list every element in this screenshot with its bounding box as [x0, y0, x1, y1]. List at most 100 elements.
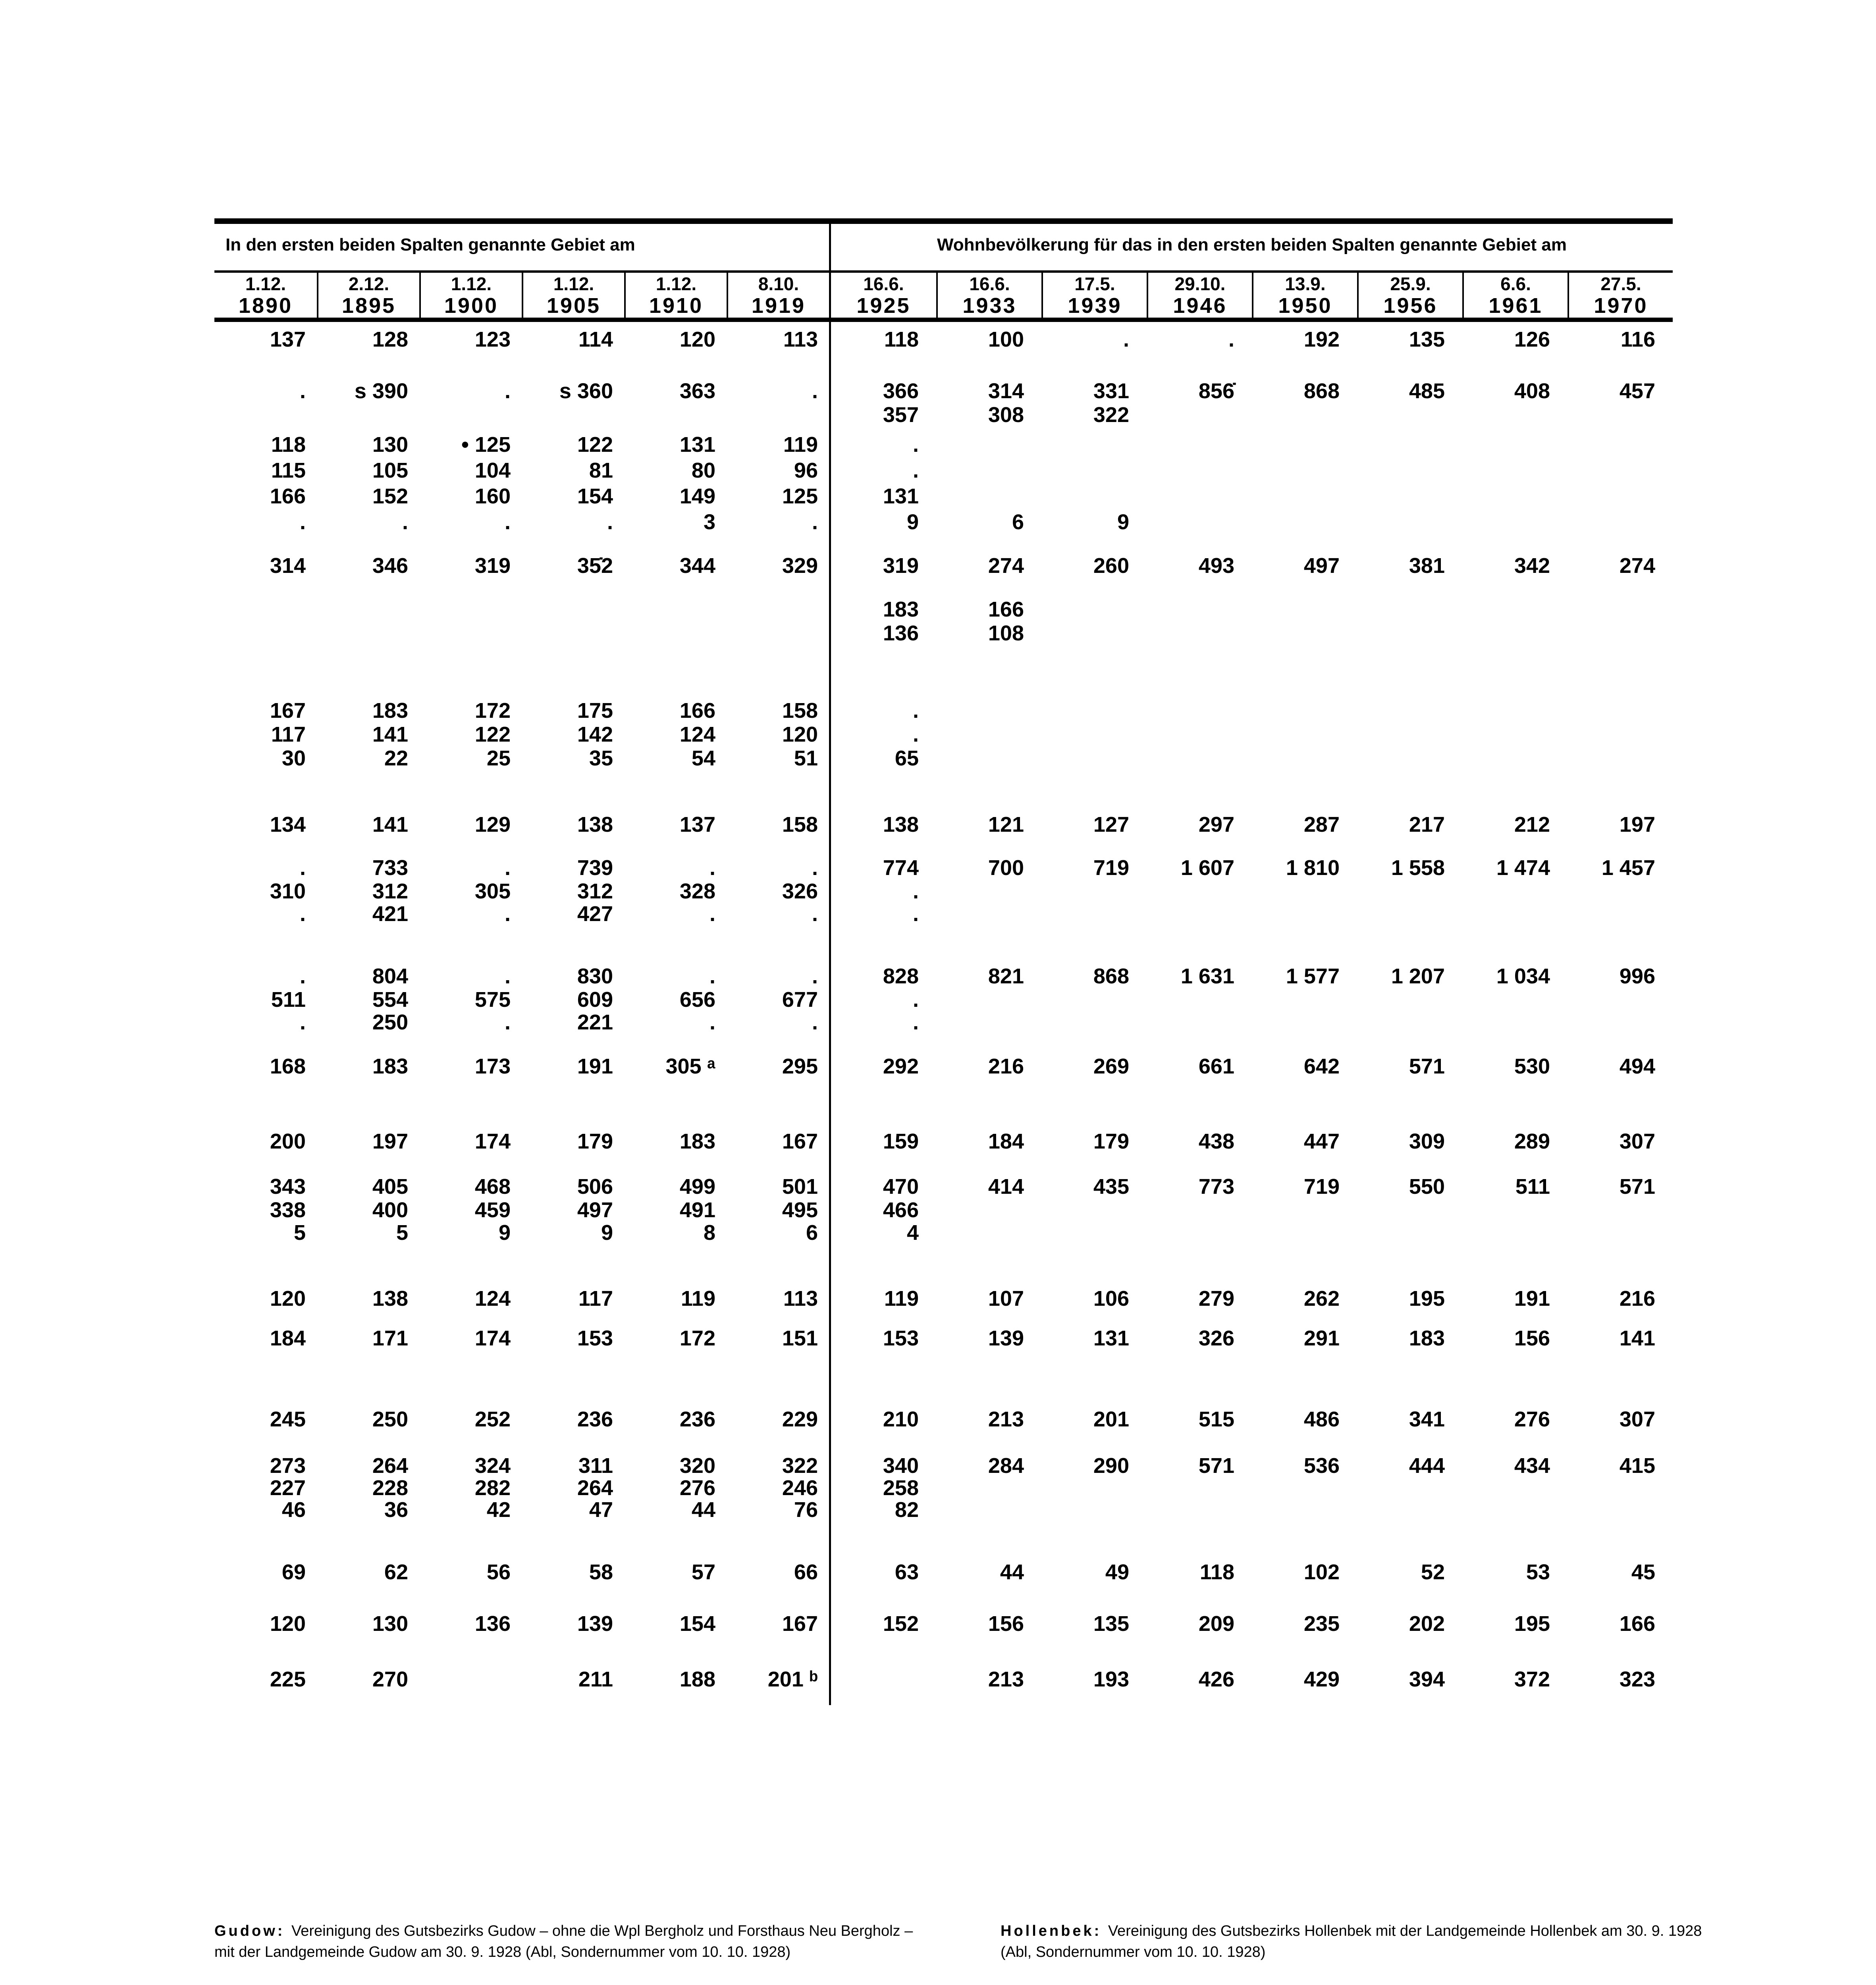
- header-column-1950: 13.9. 1950: [1252, 273, 1357, 318]
- table-cell: 130: [372, 433, 408, 457]
- table-cell: 571: [1409, 1054, 1445, 1078]
- header-year: 1939: [1068, 294, 1122, 318]
- table-cell: [1147, 485, 1252, 508]
- table-cell: [1252, 598, 1357, 621]
- table-cell: [1147, 511, 1252, 534]
- table-cell: [1041, 1221, 1147, 1244]
- header-date: 16.6.: [863, 274, 904, 294]
- table-cell: .: [912, 879, 919, 903]
- table-cell: .: [812, 1010, 818, 1034]
- table-cell: 166: [1619, 1612, 1655, 1636]
- table-row: 183 166: [214, 598, 1673, 621]
- table-cell: 58: [589, 1560, 613, 1584]
- table-cell: 121: [988, 813, 1024, 836]
- table-cell: 183: [372, 699, 408, 723]
- table-cell: [1147, 1476, 1252, 1499]
- table-cell: 122: [577, 433, 613, 457]
- table-cell: 47: [589, 1498, 613, 1522]
- table-cell: 136: [474, 1612, 511, 1636]
- table-cell: 124: [679, 723, 715, 746]
- table-cell: 307: [1619, 1407, 1655, 1431]
- table-cell: 6: [806, 1221, 818, 1245]
- table-row: 30 22 25 35 54 51 65: [214, 747, 1673, 770]
- table-cell: [1147, 433, 1252, 456]
- table-cell: [1147, 902, 1252, 925]
- table-cell: 414: [988, 1175, 1024, 1199]
- header-date: 1.12.: [451, 274, 492, 294]
- table-cell: [1147, 1011, 1252, 1034]
- table-cell: 550: [1409, 1175, 1445, 1199]
- table-row: 115 105 104 81 80 96.: [214, 459, 1673, 482]
- table-cell: [1462, 747, 1568, 770]
- table-cell: 677: [782, 988, 818, 1012]
- table-cell: 719: [1093, 856, 1129, 880]
- header-year: 1970: [1594, 294, 1648, 318]
- table-cell: 9: [601, 1221, 613, 1245]
- table-cell: 42: [486, 1498, 511, 1522]
- table-cell: [1462, 403, 1568, 426]
- table-cell: 700: [988, 856, 1024, 880]
- table-cell: 6: [1012, 510, 1024, 534]
- table-cell: 129: [474, 813, 511, 836]
- table-cell: 201: [1093, 1407, 1129, 1431]
- table-cell: 229: [782, 1407, 818, 1431]
- table-row: 225 270 211 188 201 ᵇ 213 193 426 429 394 372 323: [214, 1668, 1673, 1691]
- table-cell: [936, 1498, 1041, 1521]
- footnote-text: Vereinigung des Gutsbezirks Hollenbek mi…: [1001, 1923, 1702, 1960]
- table-cell: [1568, 1498, 1673, 1521]
- header-column-1895: 2.12. 1895: [317, 273, 419, 318]
- table-row: 227 228 282 264 276 246 258: [214, 1476, 1673, 1499]
- table-cell: [1147, 1498, 1252, 1521]
- footnote-term: Hollenbek:: [1001, 1923, 1108, 1939]
- table-cell: [936, 988, 1041, 1011]
- table-row: . 421. 427...: [214, 902, 1673, 925]
- table-cell: 366: [883, 379, 919, 403]
- table-cell: 276: [1514, 1407, 1550, 1431]
- header-year: 1905: [546, 294, 601, 318]
- table-cell: 195: [1514, 1612, 1550, 1636]
- table-cell: .: [812, 902, 818, 926]
- table-row: . 804. 830.. 828 821 868 1 631 1 577 1 207 1 034 9…: [214, 965, 1673, 988]
- table-cell: 183: [372, 1054, 408, 1078]
- table-row: 273 264 324 311 320 322 340 284 290 571 536 444 434 4…: [214, 1454, 1673, 1477]
- table-cell: 119: [884, 1287, 919, 1310]
- table-cell: 22: [384, 746, 408, 770]
- table-cell: 236: [577, 1407, 613, 1431]
- footnote: Horst: vor 1937 zum Land Mecklenburg geh…: [1001, 1983, 1723, 1985]
- table-cell: [1462, 723, 1568, 746]
- table-cell: [1252, 880, 1357, 903]
- table-cell: 9: [498, 1221, 511, 1245]
- table-cell: 828: [883, 964, 919, 988]
- table-cell: 167: [270, 699, 306, 723]
- table-cell: 212: [1514, 813, 1550, 836]
- table-cell: [1462, 1476, 1568, 1499]
- table-cell: [1041, 1476, 1147, 1499]
- table-cell: 495: [782, 1198, 818, 1222]
- table-cell: [1568, 988, 1673, 1011]
- header-date: 29.10.: [1174, 274, 1226, 294]
- table-cell: 341: [1409, 1407, 1445, 1431]
- table-cell: 245: [270, 1407, 306, 1431]
- table-cell: 118: [1199, 1560, 1234, 1584]
- table-cell: 447: [1303, 1129, 1340, 1153]
- table-cell: 326: [782, 879, 818, 903]
- table-cell: 250: [372, 1010, 408, 1034]
- table-cell: 421: [372, 902, 408, 926]
- table-cell: 485: [1409, 379, 1445, 403]
- table-cell: 188: [679, 1667, 715, 1691]
- table-cell: 468: [474, 1175, 511, 1199]
- table-cell: 494: [1619, 1054, 1655, 1078]
- table-cell: [1041, 1199, 1147, 1222]
- table-cell: [419, 598, 522, 621]
- table-cell: 153: [883, 1326, 919, 1350]
- table-cell: [1147, 598, 1252, 621]
- table-cell: 319: [474, 554, 511, 578]
- table-cell: 96: [794, 459, 818, 482]
- table-cell: [1147, 699, 1252, 722]
- table-row: 310 312 305 312 328 326.: [214, 880, 1673, 903]
- table-cell: 191: [1514, 1287, 1550, 1310]
- table-cell: 130: [372, 1612, 408, 1636]
- table-cell: 80: [691, 459, 715, 482]
- table-cell: 54: [691, 746, 715, 770]
